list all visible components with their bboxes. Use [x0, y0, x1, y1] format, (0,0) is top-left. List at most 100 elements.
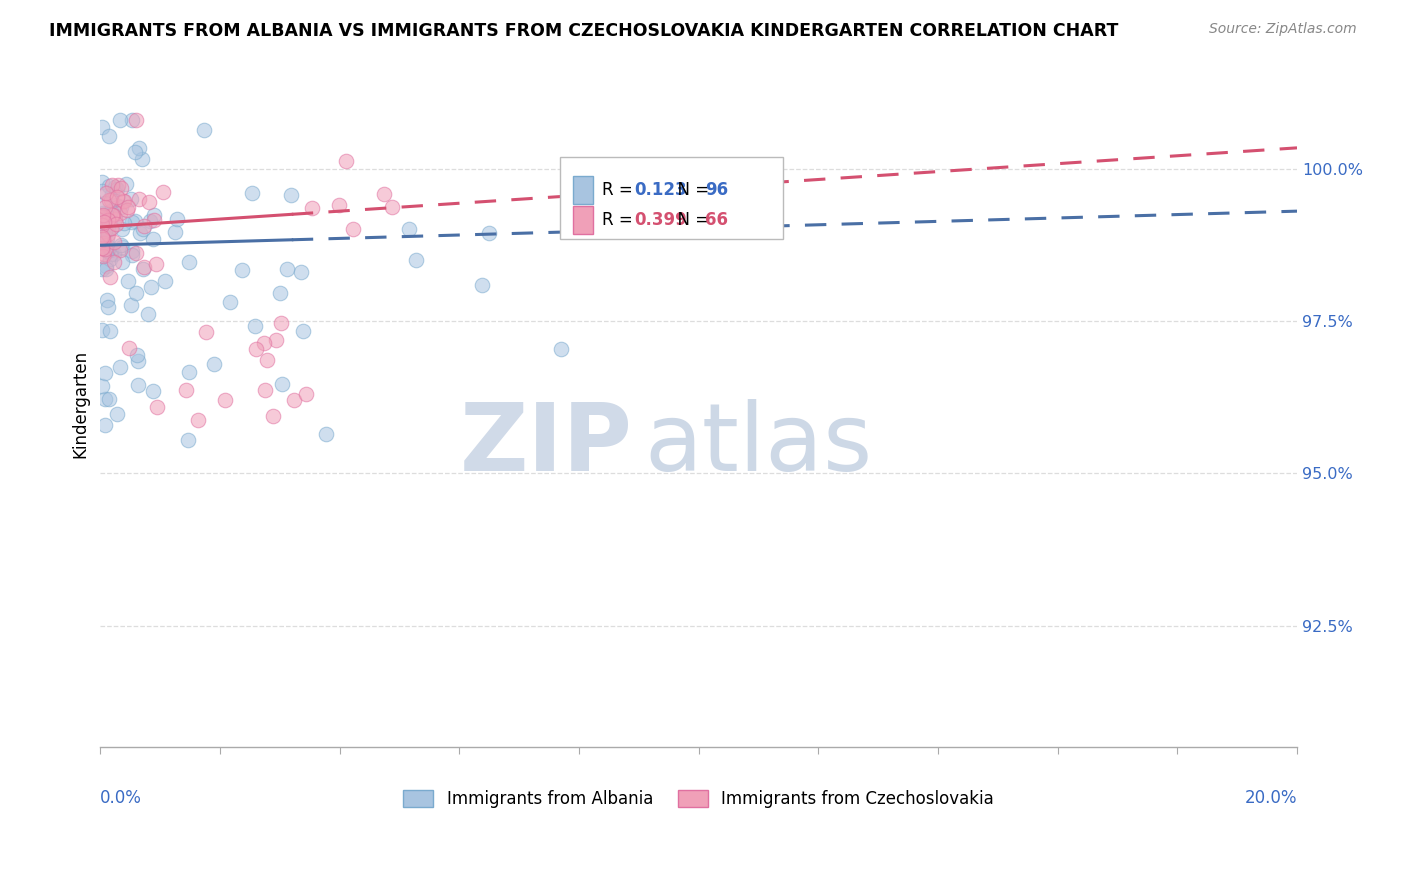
- Point: [91, 185, 114, 199]
- Point: [269, 285, 291, 300]
- Point: [107, 178, 129, 192]
- Point: [146, 401, 169, 415]
- Point: [94, 366, 117, 380]
- Legend: Immigrants from Albania, Immigrants from Czechoslovakia: Immigrants from Albania, Immigrants from…: [396, 783, 1001, 814]
- Point: [256, 353, 278, 368]
- Point: [121, 113, 143, 128]
- Point: [550, 342, 572, 356]
- Point: [381, 200, 404, 214]
- Point: [91, 209, 114, 223]
- Point: [112, 194, 135, 208]
- Point: [115, 203, 138, 218]
- Point: [101, 187, 124, 202]
- Point: [292, 324, 315, 338]
- Point: [202, 357, 225, 371]
- Point: [93, 214, 115, 228]
- Point: [120, 193, 142, 207]
- Point: [103, 208, 125, 222]
- Point: [115, 177, 138, 191]
- Text: R =: R =: [602, 211, 638, 229]
- Point: [104, 212, 127, 227]
- Point: [91, 208, 114, 222]
- Text: 20.0%: 20.0%: [1244, 789, 1296, 806]
- Point: [142, 232, 165, 246]
- Point: [128, 226, 150, 240]
- Point: [110, 200, 132, 214]
- Point: [97, 212, 120, 227]
- Point: [110, 244, 132, 258]
- Point: [177, 365, 200, 379]
- Point: [139, 213, 162, 227]
- Point: [121, 214, 143, 228]
- Point: [112, 216, 135, 230]
- Point: [187, 413, 209, 427]
- Point: [97, 301, 120, 315]
- Point: [91, 231, 114, 245]
- Point: [103, 235, 125, 249]
- Point: [127, 354, 149, 368]
- Point: [91, 120, 114, 134]
- Point: [262, 409, 284, 424]
- Point: [328, 198, 350, 212]
- Point: [145, 257, 167, 271]
- Point: [110, 359, 132, 374]
- Text: R =: R =: [602, 181, 638, 199]
- Point: [101, 208, 124, 222]
- Point: [91, 218, 114, 232]
- Point: [373, 186, 395, 201]
- Text: 0.123: 0.123: [634, 181, 688, 199]
- Point: [101, 220, 124, 235]
- Point: [127, 377, 149, 392]
- Point: [110, 181, 132, 195]
- Point: [104, 180, 127, 194]
- Point: [179, 255, 201, 269]
- Point: [125, 246, 148, 260]
- Point: [91, 205, 114, 219]
- Point: [270, 316, 292, 330]
- Point: [294, 387, 316, 401]
- Point: [105, 407, 128, 421]
- Point: [253, 336, 276, 351]
- Point: [97, 193, 120, 207]
- Point: [280, 187, 302, 202]
- Point: [131, 262, 153, 277]
- Point: [91, 261, 114, 276]
- Point: [91, 226, 114, 240]
- Point: [97, 227, 120, 241]
- Point: [91, 379, 114, 393]
- Point: [242, 186, 264, 201]
- Point: [94, 196, 117, 211]
- Point: [128, 141, 150, 155]
- Point: [138, 194, 160, 209]
- Point: [478, 226, 501, 240]
- Point: [111, 222, 134, 236]
- Point: [125, 113, 148, 128]
- Point: [105, 217, 128, 231]
- Point: [214, 392, 236, 407]
- Point: [143, 213, 166, 227]
- Point: [91, 175, 114, 189]
- Point: [94, 208, 117, 222]
- Point: [93, 235, 115, 250]
- Point: [270, 376, 292, 391]
- Point: [155, 274, 177, 288]
- Point: [132, 219, 155, 233]
- Text: 0.0%: 0.0%: [100, 789, 142, 806]
- Point: [93, 247, 115, 261]
- Point: [136, 307, 159, 321]
- Point: [94, 201, 117, 215]
- Point: [100, 221, 122, 235]
- Text: N =: N =: [668, 211, 714, 229]
- Point: [110, 237, 132, 252]
- Point: [193, 122, 215, 136]
- Y-axis label: Kindergarten: Kindergarten: [72, 350, 89, 458]
- Point: [100, 194, 122, 208]
- Point: [93, 392, 115, 407]
- Point: [91, 230, 114, 244]
- Point: [266, 333, 288, 347]
- Point: [117, 200, 139, 214]
- Point: [98, 252, 121, 267]
- Point: [398, 222, 420, 236]
- Point: [96, 261, 118, 276]
- Point: [96, 259, 118, 273]
